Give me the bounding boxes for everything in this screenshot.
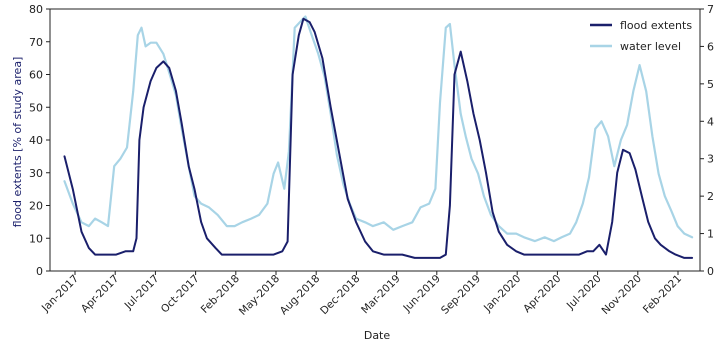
x-tick-label: Jul-2020 — [564, 273, 604, 313]
x-tick-label: Feb-2021 — [641, 273, 684, 316]
x-tick-label: Nov-2020 — [600, 273, 644, 317]
x-tick-label: Oct-2017 — [159, 273, 202, 316]
y-tick-label-left: 70 — [29, 36, 43, 49]
x-tick-label: Aug-2018 — [278, 273, 323, 318]
x-tick-label: Feb-2018 — [199, 273, 242, 316]
x-tick-label: Jun-2019 — [401, 273, 443, 315]
y-tick-label-left: 60 — [29, 69, 43, 82]
x-tick-label: Apr-2020 — [521, 273, 563, 315]
y-tick-label-right: 1 — [707, 228, 714, 241]
y-tick-label-left: 50 — [29, 101, 43, 114]
x-tick-label: Mar-2019 — [359, 273, 403, 317]
legend-label-flood-extents: flood extents — [620, 19, 692, 32]
x-tick-label: Dec-2018 — [318, 273, 362, 317]
series-line-flood-extents — [63, 17, 694, 259]
y-tick-label-right: 4 — [707, 115, 714, 128]
y-tick-label-left: 20 — [29, 200, 43, 213]
y-tick-label-left: 30 — [29, 167, 43, 180]
series-layer — [63, 15, 694, 259]
y-tick-label-right: 6 — [707, 40, 714, 53]
y-tick-label-left: 80 — [29, 3, 43, 16]
legend-label-water-level: water level — [620, 40, 681, 53]
y-tick-label-right: 2 — [707, 190, 714, 203]
y-tick-label-right: 7 — [707, 3, 714, 16]
x-tick-label: Jan-2020 — [481, 273, 523, 315]
y-tick-label-left: 10 — [29, 232, 43, 245]
x-tick-label: Sep-2019 — [439, 273, 483, 317]
x-tick-label: Jul-2017 — [122, 273, 162, 313]
y-axis-label-left: flood extents [% of study area] — [11, 57, 24, 228]
y-tick-label-right: 5 — [707, 78, 714, 91]
plot-frame — [49, 8, 701, 272]
x-tick-label: Apr-2017 — [79, 273, 121, 315]
y-tick-label-right: 3 — [707, 153, 714, 166]
x-tick-label: May-2018 — [237, 273, 282, 318]
series-line-water-level — [63, 15, 694, 243]
legend: flood extents water level — [590, 19, 692, 53]
x-tick-label: Jan-2017 — [39, 273, 81, 315]
plot-background — [49, 8, 701, 272]
y-tick-label-right: 0 — [707, 265, 714, 278]
x-axis-label: Date — [364, 329, 391, 342]
y-tick-label-left: 40 — [29, 134, 43, 147]
y-tick-label-left: 0 — [36, 265, 43, 278]
